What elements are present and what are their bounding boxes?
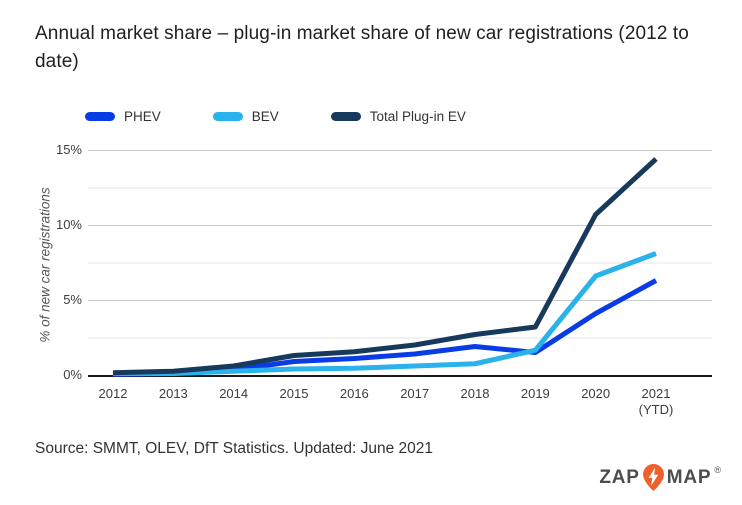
x-tick-label: 2018 [460,386,490,401]
line-total-plug-in-ev [112,157,658,376]
x-tick-label: 2012 [98,386,128,401]
zapmap-logo: ZAP MAP ® [599,464,721,491]
legend-swatch [212,112,243,121]
y-axis-title: % of new car registrations [37,187,53,343]
y-tick-label: 10% [55,217,82,232]
x-tick-label: 2020 [581,386,611,401]
legend-item-bev: BEV [212,109,279,124]
x-tick-label: 2021 (YTD) [621,386,691,418]
y-tick-label: 0% [63,367,82,382]
source-note: Source: SMMT, OLEV, DfT Statistics. Upda… [35,440,434,457]
logo-zap-text: ZAP [599,466,640,488]
y-tick-label: 5% [63,292,82,307]
line-bev [113,251,657,376]
x-tick-sublabel: (YTD) [638,402,674,417]
legend-swatch [330,112,361,121]
line-phev [112,278,658,377]
logo-map-text: MAP [666,466,712,488]
legend-swatch [85,112,115,121]
registered-trademark-symbol: ® [714,465,721,475]
y-tick-label: 15% [55,142,82,157]
x-tick-label: 2014 [219,386,249,401]
map-pin-lightning-icon [642,464,664,491]
legend-label: PHEV [124,109,161,124]
chart-legend: PHEV BEV Total Plug-in EV [85,109,466,124]
x-tick-label: 2019 [520,386,550,401]
legend-item-total-plug-in-ev: Total Plug-in EV [330,109,466,124]
legend-label: Total Plug-in EV [369,109,466,124]
page-title: Annual market share – plug-in market sha… [35,23,689,72]
x-tick-label: 2017 [400,386,430,401]
x-tick-label: 2015 [279,386,309,401]
legend-item-phev: PHEV [85,109,161,124]
x-tick-label: 2016 [339,386,369,401]
legend-label: BEV [251,109,279,124]
x-tick-label: 2013 [158,386,188,401]
